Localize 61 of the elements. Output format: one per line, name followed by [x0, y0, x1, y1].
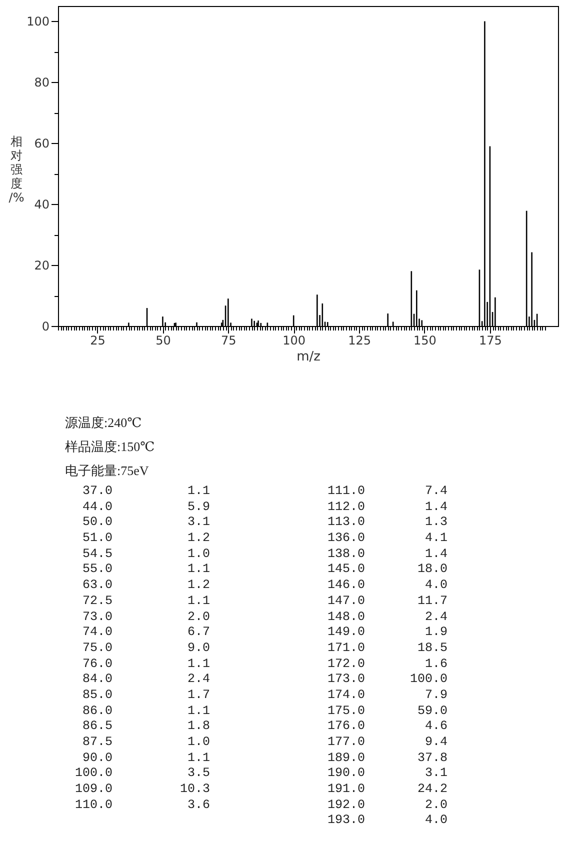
text: 191.0 24.2	[328, 782, 448, 796]
y-tick-label: 60	[34, 136, 50, 151]
text: 样品温度:150℃	[65, 438, 155, 456]
x-tick-label: 25	[90, 334, 106, 348]
text: 145.0 18.0	[328, 562, 448, 576]
text: 112.0 1.4	[328, 500, 448, 514]
text: 138.0 1.4	[328, 546, 448, 561]
x-tick-label: 50	[156, 334, 171, 348]
text: 173.0 100.0	[328, 672, 448, 686]
text: 50.0 3.1	[82, 515, 210, 530]
text: 86.0 1.1	[82, 704, 210, 718]
text: 175.0 59.0	[328, 704, 448, 718]
text: 113.0 1.3	[328, 515, 448, 530]
text: 110.0 3.6	[75, 798, 210, 812]
text: 85.0 1.7	[82, 688, 210, 702]
text: 72.5 1.1	[82, 594, 210, 608]
text: 136.0 4.1	[328, 531, 448, 546]
text: 51.0 1.2	[82, 531, 210, 546]
text: 电子能量:75eV	[65, 463, 149, 478]
text: 189.0 37.8	[328, 750, 448, 765]
text: 193.0 4.0	[328, 813, 448, 828]
text: 84.0 2.4	[82, 672, 210, 686]
text: 74.0 6.7	[82, 625, 210, 640]
text: 37.0 1.1	[82, 484, 210, 498]
y-tick-label: 80	[34, 76, 50, 90]
x-tick-label: 175	[478, 334, 502, 348]
x-tick-label: 125	[348, 334, 371, 348]
text: 174.0 7.9	[328, 688, 448, 702]
text: 源温度:240℃	[65, 414, 143, 432]
x-tick-label: 100	[282, 334, 306, 348]
text: 73.0 2.0	[82, 610, 210, 624]
y-tick-label: 100	[26, 14, 50, 29]
text: 177.0 9.4	[328, 735, 448, 749]
text: 149.0 1.9	[328, 625, 448, 640]
text: 55.0 1.1	[82, 562, 210, 576]
x-tick-label: 75	[221, 334, 236, 348]
text: 76.0 1.1	[82, 656, 210, 671]
text: 171.0 18.5	[328, 640, 448, 655]
y-axis-title: 相对强度/%	[8, 134, 24, 204]
text: 111.0 7.4	[328, 484, 448, 498]
text: 100.0 3.5	[75, 766, 210, 780]
text: 44.0 5.9	[82, 500, 210, 514]
y-tick-label: 0	[42, 320, 50, 334]
text: 146.0 4.0	[328, 578, 448, 592]
text: 63.0 1.2	[82, 578, 210, 592]
text: 147.0 11.7	[328, 594, 448, 608]
text: 90.0 1.1	[82, 750, 210, 765]
text: 172.0 1.6	[328, 656, 448, 671]
text: 109.0 10.3	[75, 782, 210, 796]
text: 190.0 3.1	[328, 766, 448, 780]
text: 75.0 9.0	[82, 640, 210, 655]
x-tick-label: 150	[414, 334, 436, 348]
y-tick-label: 20	[34, 258, 50, 273]
text: 54.5 1.0	[82, 546, 210, 561]
text: 192.0 2.0	[328, 798, 448, 812]
text: 176.0 4.6	[328, 719, 448, 734]
text: 87.5 1.0	[82, 735, 210, 749]
y-tick-label: 40	[34, 198, 50, 212]
text: 148.0 2.4	[328, 610, 448, 624]
x-axis-title: m/z	[296, 350, 321, 364]
text: 86.5 1.8	[82, 719, 210, 734]
